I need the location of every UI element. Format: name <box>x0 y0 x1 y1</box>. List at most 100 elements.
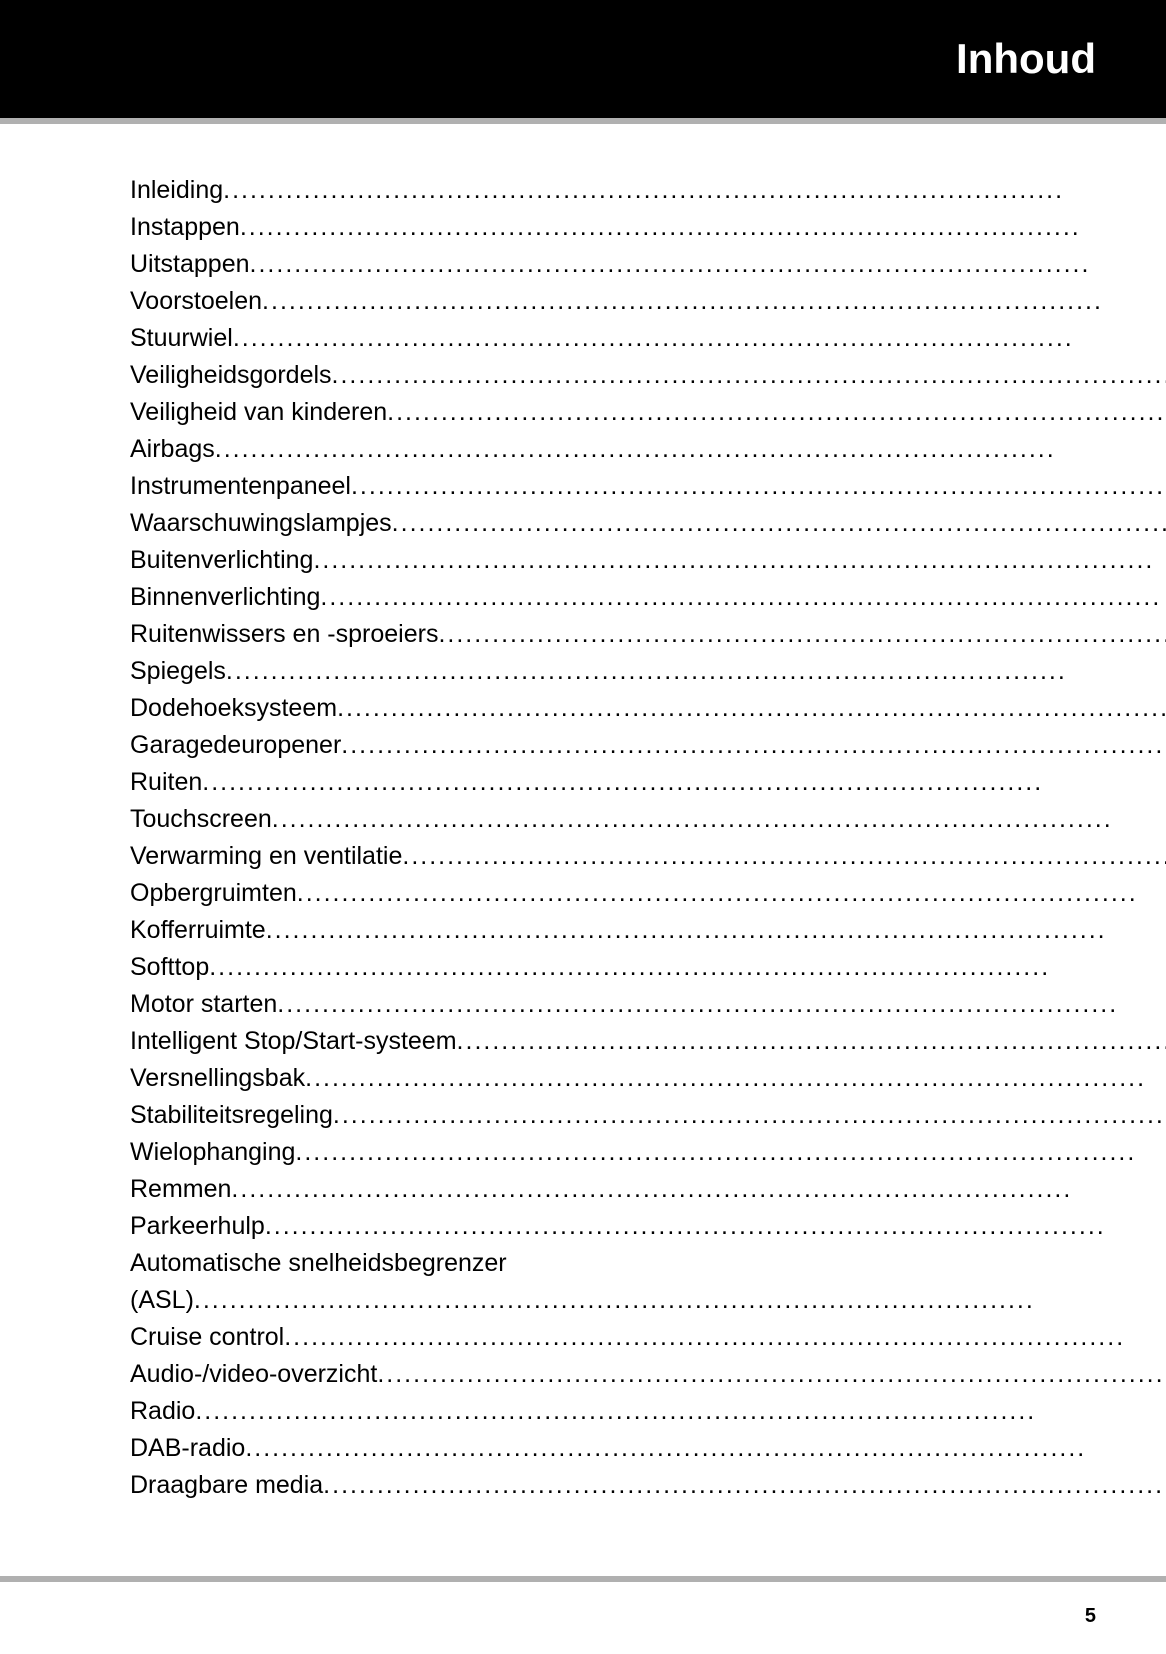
toc-entry: Radio115 <box>130 1393 1166 1430</box>
toc-entry-title: Parkeerhulp <box>130 1208 265 1245</box>
toc-entry: DAB-radio117 <box>130 1430 1166 1467</box>
toc-entry-title: Spiegels <box>130 653 226 690</box>
toc-entry-title: Wielophanging <box>130 1134 295 1171</box>
toc-entry-title: Ruitenwissers en -sproeiers <box>130 616 438 653</box>
toc-entry: Binnenverlichting51 <box>130 579 1166 616</box>
toc-entry-title: (ASL) <box>130 1282 194 1319</box>
toc-leader-dots <box>333 1097 1166 1134</box>
toc-entry: Versnellingsbak87 <box>130 1060 1166 1097</box>
toc-leader-dots <box>351 468 1166 505</box>
toc-entry: Airbags34 <box>130 431 1166 468</box>
toc-entry-title: Motor starten <box>130 986 277 1023</box>
toc-entry-title: Radio <box>130 1393 195 1430</box>
toc-leader-dots <box>277 986 1166 1023</box>
toc-column-left: Inleiding2Instappen6Uitstappen16Voorstoe… <box>130 172 1166 1504</box>
toc-leader-dots <box>305 1060 1166 1097</box>
toc-leader-dots <box>262 283 1166 320</box>
footer-line <box>0 1576 1166 1582</box>
toc-leader-dots <box>250 246 1166 283</box>
toc-entry-title: Uitstappen <box>130 246 250 283</box>
toc-entry: Stuurwiel26 <box>130 320 1166 357</box>
toc-entry-title: Inleiding <box>130 172 223 209</box>
toc-leader-dots <box>297 875 1166 912</box>
toc-entry: Spiegels56 <box>130 653 1166 690</box>
toc-leader-dots <box>402 838 1166 875</box>
toc-entry: Waarschuwingslampjes43 <box>130 505 1166 542</box>
toc-entry: Automatische snelheidsbegrenzer <box>130 1245 1166 1282</box>
toc-entry-title: DAB-radio <box>130 1430 245 1467</box>
toc-leader-dots <box>231 1171 1166 1208</box>
toc-entry: Voorstoelen21 <box>130 283 1166 320</box>
toc-entry: Ruitenwissers en -sproeiers53 <box>130 616 1166 653</box>
toc-leader-dots <box>438 616 1166 653</box>
toc-entry-title: Garagedeuropener <box>130 727 341 764</box>
toc-leader-dots <box>457 1023 1166 1060</box>
toc-entry: Veiligheid van kinderen31 <box>130 394 1166 431</box>
toc-entry-title: Opbergruimten <box>130 875 297 912</box>
header-bar: Inhoud <box>0 0 1166 118</box>
toc-entry-title: Audio-/video-overzicht <box>130 1356 377 1393</box>
toc-entry: Remmen99 <box>130 1171 1166 1208</box>
toc-leader-dots <box>245 1430 1166 1467</box>
toc-entry-title: Stuurwiel <box>130 320 233 357</box>
page-title: Inhoud <box>956 35 1096 83</box>
toc-entry: Wielophanging98 <box>130 1134 1166 1171</box>
toc-leader-dots <box>295 1134 1166 1171</box>
toc-entry-title: Buitenverlichting <box>130 542 313 579</box>
toc-leader-dots <box>202 764 1166 801</box>
toc-leader-dots <box>194 1282 1166 1319</box>
toc-entry: Verwarming en ventilatie70 <box>130 838 1166 875</box>
toc-entry: Audio-/video-overzicht109 <box>130 1356 1166 1393</box>
toc-entry-title: Remmen <box>130 1171 231 1208</box>
toc-leader-dots <box>272 801 1166 838</box>
toc-entry-title: Instappen <box>130 209 240 246</box>
toc-entry-title: Dodehoeksysteem <box>130 690 337 727</box>
toc-entry: Softtop77 <box>130 949 1166 986</box>
toc-content: Inleiding2Instappen6Uitstappen16Voorstoe… <box>0 124 1166 1504</box>
toc-entry-title: Stabiliteitsregeling <box>130 1097 333 1134</box>
toc-entry-title: Voorstoelen <box>130 283 262 320</box>
toc-entry: Motor starten81 <box>130 986 1166 1023</box>
toc-entry: Opbergruimten73 <box>130 875 1166 912</box>
toc-entry: (ASL)107 <box>130 1282 1166 1319</box>
toc-entry: Intelligent Stop/Start-systeem85 <box>130 1023 1166 1060</box>
toc-entry: Cruise control108 <box>130 1319 1166 1356</box>
toc-entry-title: Binnenverlichting <box>130 579 320 616</box>
toc-entry: Dodehoeksysteem58 <box>130 690 1166 727</box>
toc-entry: Ruiten65 <box>130 764 1166 801</box>
toc-leader-dots <box>223 172 1166 209</box>
toc-entry-title: Veiligheid van kinderen <box>130 394 387 431</box>
toc-leader-dots <box>387 394 1166 431</box>
toc-entry-title: Veiligheidsgordels <box>130 357 332 394</box>
toc-leader-dots <box>195 1393 1166 1430</box>
toc-leader-dots <box>233 320 1166 357</box>
toc-entry-title: Touchscreen <box>130 801 272 838</box>
toc-entry: Inleiding2 <box>130 172 1166 209</box>
toc-leader-dots <box>226 653 1166 690</box>
toc-leader-dots <box>377 1356 1166 1393</box>
toc-leader-dots <box>332 357 1166 394</box>
toc-entry-title: Intelligent Stop/Start-systeem <box>130 1023 457 1060</box>
toc-entry-title: Cruise control <box>130 1319 284 1356</box>
toc-entry: Buitenverlichting48 <box>130 542 1166 579</box>
toc-entry-title: Verwarming en ventilatie <box>130 838 402 875</box>
toc-leader-dots <box>323 1467 1166 1504</box>
toc-entry-title: Waarschuwingslampjes <box>130 505 392 542</box>
toc-leader-dots <box>320 579 1166 616</box>
toc-entry: Stabiliteitsregeling91 <box>130 1097 1166 1134</box>
toc-entry: Instrumentenpaneel39 <box>130 468 1166 505</box>
toc-leader-dots <box>215 431 1166 468</box>
toc-entry-title: Airbags <box>130 431 215 468</box>
toc-leader-dots <box>392 505 1166 542</box>
toc-entry-title: Draagbare media <box>130 1467 323 1504</box>
toc-leader-dots <box>341 727 1166 764</box>
toc-entry: Parkeerhulp102 <box>130 1208 1166 1245</box>
toc-leader-dots <box>266 912 1166 949</box>
toc-entry: Draagbare media120 <box>130 1467 1166 1504</box>
toc-leader-dots <box>284 1319 1166 1356</box>
toc-leader-dots <box>337 690 1166 727</box>
toc-leader-dots <box>313 542 1166 579</box>
toc-entry: Garagedeuropener62 <box>130 727 1166 764</box>
toc-entry: Uitstappen16 <box>130 246 1166 283</box>
toc-leader-dots <box>265 1208 1166 1245</box>
